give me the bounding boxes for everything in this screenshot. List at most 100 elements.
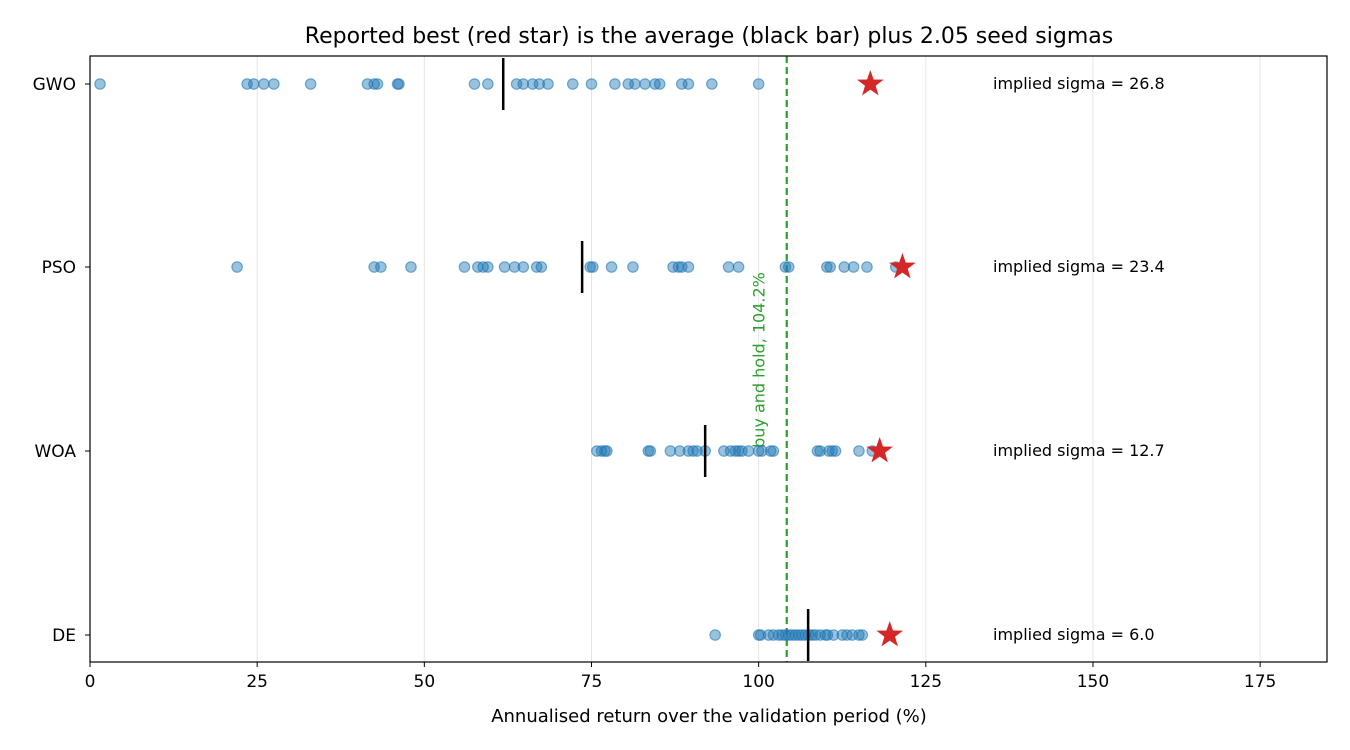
- data-point: [752, 445, 765, 457]
- data-point: [458, 261, 471, 273]
- data-point: [838, 261, 851, 273]
- best-stars: [857, 70, 916, 647]
- data-point: [853, 445, 865, 457]
- data-point: [368, 78, 380, 90]
- y-tick-label: WOA: [34, 442, 76, 462]
- data-point: [94, 78, 106, 90]
- data-point: [393, 78, 405, 90]
- data-point: [248, 78, 260, 90]
- data-point: [782, 261, 795, 273]
- implied-sigma-label: implied sigma = 26.8: [993, 74, 1165, 93]
- data-point: [814, 445, 826, 457]
- data-point: [811, 445, 824, 457]
- data-point: [847, 261, 860, 273]
- data-point: [827, 629, 840, 641]
- data-point: [375, 261, 387, 273]
- x-tick-label: 125: [910, 672, 942, 692]
- data-point: [732, 261, 745, 273]
- data-point: [609, 78, 621, 90]
- data-point: [653, 78, 666, 90]
- data-point: [639, 78, 651, 90]
- data-point: [821, 261, 833, 273]
- data-point: [566, 78, 579, 90]
- x-tick-label: 150: [1077, 672, 1109, 692]
- y-tick-label: GWO: [33, 75, 76, 95]
- implied-sigma-label: implied sigma = 23.4: [993, 257, 1165, 276]
- x-tick-label: 50: [414, 672, 436, 692]
- data-point: [231, 261, 243, 273]
- data-point: [371, 78, 384, 90]
- data-point: [304, 78, 317, 90]
- data-point: [405, 261, 417, 273]
- x-axis: 0 25 50 75 100 125 150 175: [85, 662, 1276, 692]
- data-point: [498, 261, 511, 273]
- data-point: [682, 78, 695, 90]
- best-star: [857, 70, 884, 96]
- data-point: [673, 445, 686, 457]
- data-point: [482, 78, 494, 90]
- x-tick-label: 100: [742, 672, 774, 692]
- data-point: [535, 261, 548, 273]
- implied-sigma-label: implied sigma = 12.7: [993, 441, 1165, 460]
- data-point: [824, 261, 836, 273]
- data-point: [542, 78, 554, 90]
- chart-title: Reported best (red star) is the average …: [305, 24, 1113, 49]
- data-point: [627, 261, 639, 273]
- data-point: [268, 78, 280, 90]
- buy-and-hold-label: buy and hold, 104.2%: [750, 272, 769, 448]
- data-point: [826, 445, 838, 457]
- data-points: [94, 78, 902, 641]
- annotations: implied sigma = 26.8 implied sigma = 23.4…: [993, 74, 1165, 644]
- data-point: [861, 261, 873, 273]
- implied-sigma-label: implied sigma = 6.0: [993, 625, 1155, 644]
- data-point: [856, 629, 869, 641]
- x-axis-label: Annualised return over the validation pe…: [491, 706, 927, 727]
- data-point: [709, 629, 721, 641]
- data-point: [601, 445, 613, 457]
- data-point: [756, 445, 768, 457]
- y-tick-label: PSO: [42, 258, 76, 278]
- y-axis: GWO PSO WOA DE: [33, 75, 90, 646]
- data-point: [687, 445, 699, 457]
- mean-bars: [501, 58, 810, 661]
- y-tick-label: DE: [52, 626, 76, 646]
- data-point: [533, 78, 546, 90]
- x-tick-label: 75: [581, 672, 603, 692]
- data-point: [482, 261, 494, 273]
- plot-frame: [89, 55, 1328, 663]
- data-point: [468, 78, 481, 90]
- data-point: [779, 261, 792, 273]
- data-point: [853, 629, 865, 641]
- data-point: [722, 261, 735, 273]
- data-point: [508, 261, 521, 273]
- data-point: [829, 445, 842, 457]
- data-point: [258, 78, 270, 90]
- data-point: [629, 78, 641, 90]
- data-point: [742, 445, 755, 457]
- data-point: [752, 78, 765, 90]
- data-point: [584, 261, 596, 273]
- data-point: [691, 445, 703, 457]
- data-point: [517, 78, 530, 90]
- data-point: [706, 78, 718, 90]
- best-star: [889, 253, 916, 279]
- data-point: [517, 261, 530, 273]
- data-point: [682, 261, 695, 273]
- data-point: [605, 261, 618, 273]
- x-tick-label: 25: [246, 672, 268, 692]
- x-tick-label: 175: [1244, 672, 1276, 692]
- x-tick-label: 0: [85, 672, 96, 692]
- reference-line-group: buy and hold, 104.2%: [750, 56, 788, 662]
- grid-lines: [89, 56, 1261, 662]
- data-point: [585, 78, 598, 90]
- data-point: [754, 629, 767, 641]
- data-point: [767, 445, 780, 457]
- data-point: [664, 445, 677, 457]
- data-point: [587, 261, 599, 273]
- best-star: [876, 621, 904, 647]
- data-point: [644, 445, 657, 457]
- best-star: [866, 437, 893, 463]
- data-point: [821, 629, 834, 641]
- data-point: [764, 445, 777, 457]
